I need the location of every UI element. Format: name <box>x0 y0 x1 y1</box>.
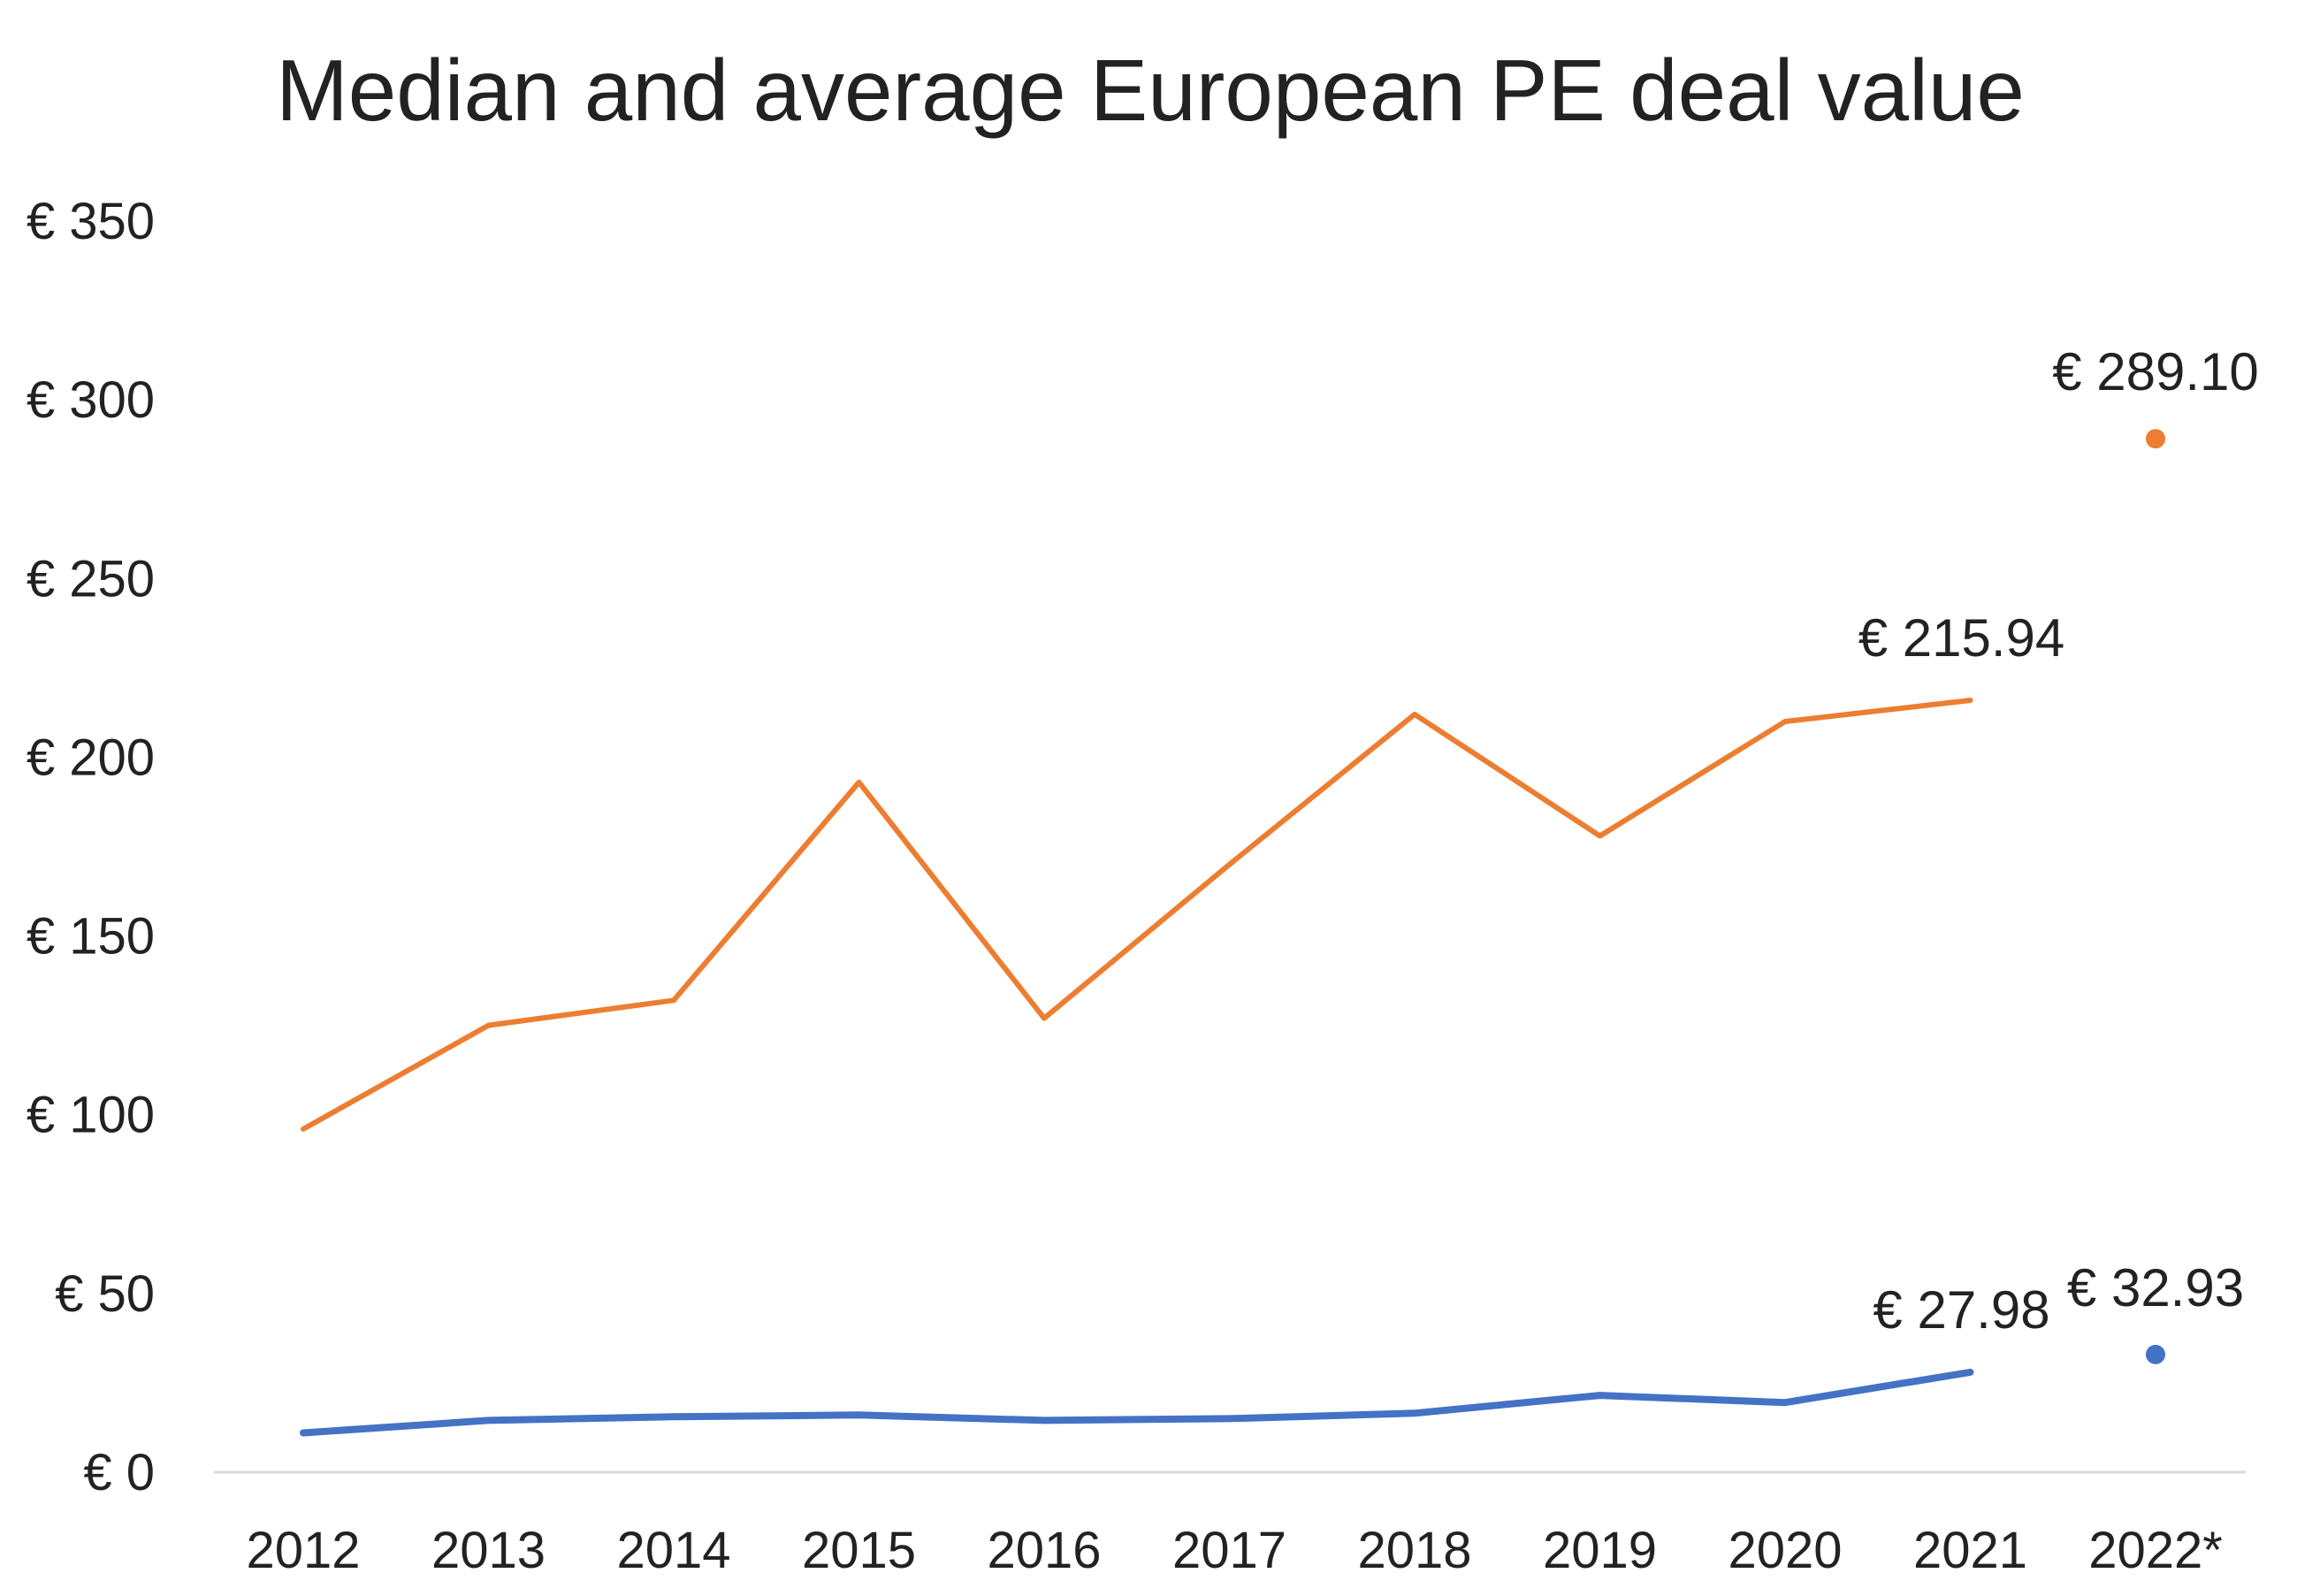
chart-title: Median and average European PE deal valu… <box>276 42 2025 139</box>
data-label: € 289.10 <box>2052 342 2259 401</box>
data-point-marker <box>2146 1344 2165 1364</box>
y-tick-label: € 50 <box>55 1265 155 1323</box>
x-tick-label: 2014 <box>616 1522 730 1579</box>
x-tick-label: 2018 <box>1357 1522 1471 1579</box>
data-label: € 32.93 <box>2067 1258 2244 1317</box>
x-tick-label: 2012 <box>246 1522 360 1579</box>
y-tick-label: € 0 <box>83 1444 155 1501</box>
y-tick-label: € 350 <box>27 193 155 250</box>
y-tick-label: € 200 <box>27 729 155 786</box>
series-1: € 27.98 € 32.93 <box>300 1258 2244 1437</box>
data-label: € 215.94 <box>1858 608 2065 668</box>
x-tick-label: 2022* <box>2088 1522 2223 1579</box>
x-axis-ticks: 2012 2013 2014 2015 2016 2017 2018 2019 2020 2021… <box>246 1522 2222 1579</box>
y-axis-ticks: € 0 € 50 € 100 € 150 € 200 € 250 € 300 € 350 <box>27 193 155 1501</box>
y-tick-label: € 150 <box>27 908 155 966</box>
series-0: € 215.94 € 289.10 <box>301 342 2259 1132</box>
x-tick-label: 2019 <box>1543 1522 1657 1579</box>
x-tick-label: 2021 <box>1913 1522 2027 1579</box>
data-label: € 27.98 <box>1873 1280 2049 1340</box>
y-tick-label: € 250 <box>27 550 155 607</box>
x-tick-label: 2017 <box>1172 1522 1286 1579</box>
y-tick-label: € 300 <box>27 371 155 429</box>
x-tick-label: 2013 <box>431 1522 546 1579</box>
series-layer: € 215.94 € 289.10 € 27.98 € 32.93 <box>300 342 2259 1437</box>
series-line <box>301 698 1973 1132</box>
x-tick-label: 2015 <box>802 1522 916 1579</box>
x-tick-label: 2016 <box>987 1522 1101 1579</box>
data-point-marker <box>2146 429 2165 449</box>
x-tick-label: 2020 <box>1728 1522 1842 1579</box>
series-line <box>300 1368 1974 1437</box>
y-tick-label: € 100 <box>27 1087 155 1144</box>
